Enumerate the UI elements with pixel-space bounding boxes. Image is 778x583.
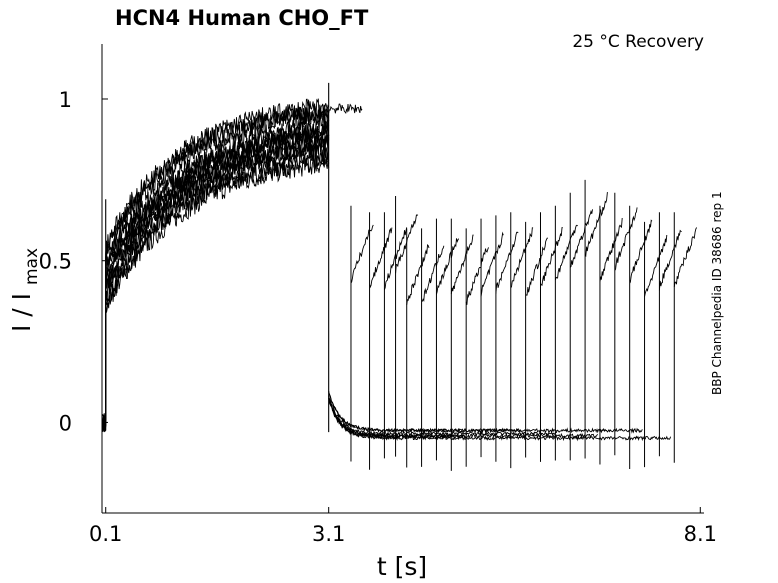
tail-trace — [328, 398, 672, 442]
test-pulse-trace — [540, 227, 563, 286]
x-tick-label: 8.1 — [684, 522, 717, 546]
test-pulse-trace — [673, 227, 698, 287]
test-pulse-trace — [369, 227, 393, 289]
svg-text:I / I max: I / I max — [7, 248, 42, 332]
conditioning-trace — [101, 98, 330, 431]
x-axis-label: t [s] — [377, 552, 427, 581]
test-pulse-trace — [554, 224, 578, 281]
test-pulse-trace — [480, 231, 504, 297]
test-pulse-trace — [435, 238, 460, 295]
y-axis-label: I / I max — [7, 248, 42, 332]
y-axis-label-main: I / I — [7, 293, 36, 332]
test-pulse-trace — [406, 243, 430, 305]
y-axis-label-sub: max — [22, 248, 42, 285]
test-pulse-trace — [450, 234, 474, 295]
test-pulse-trace — [569, 209, 593, 268]
side-note-group: BBP Channelpedia ID 38686 rep 1 — [710, 191, 724, 395]
test-pulse-trace — [510, 227, 534, 288]
test-pulse-trace — [421, 245, 445, 302]
x-ticks: 0.1 3.1 8.1 — [89, 507, 717, 546]
tail-trace — [328, 392, 643, 434]
tail-trace — [328, 395, 599, 440]
tail-trace — [328, 396, 558, 437]
test-pulse-trace — [629, 219, 653, 284]
test-pulse-trace — [614, 207, 638, 271]
test-pulse-trace — [599, 217, 623, 282]
chart-subtitle: 25 °C Recovery — [572, 32, 704, 52]
side-note: BBP Channelpedia ID 38686 rep 1 — [710, 191, 724, 395]
conditioning-trace — [101, 133, 330, 427]
y-tick-label: 1 — [59, 88, 72, 112]
x-tick-label: 0.1 — [89, 522, 122, 546]
conditioning-trace — [101, 147, 330, 432]
test-pulse-trace — [495, 231, 519, 294]
chart-title: HCN4 Human CHO_FT — [115, 6, 369, 30]
y-ticks: 00.51 — [39, 88, 108, 435]
test-pulse-trace — [465, 247, 489, 305]
test-pulse-trace — [584, 192, 608, 258]
test-pulse-trace — [644, 234, 668, 297]
conditioning-trace — [101, 121, 330, 431]
x-tick-label: 3.1 — [312, 522, 345, 546]
test-pulse-trace — [525, 237, 548, 297]
test-pulse-trace — [658, 229, 682, 291]
plateau-trace — [328, 103, 363, 115]
y-tick-label: 0 — [59, 411, 72, 435]
y-tick-label: 0.5 — [39, 250, 72, 274]
current-traces — [101, 82, 698, 471]
tail-trace — [328, 390, 521, 434]
